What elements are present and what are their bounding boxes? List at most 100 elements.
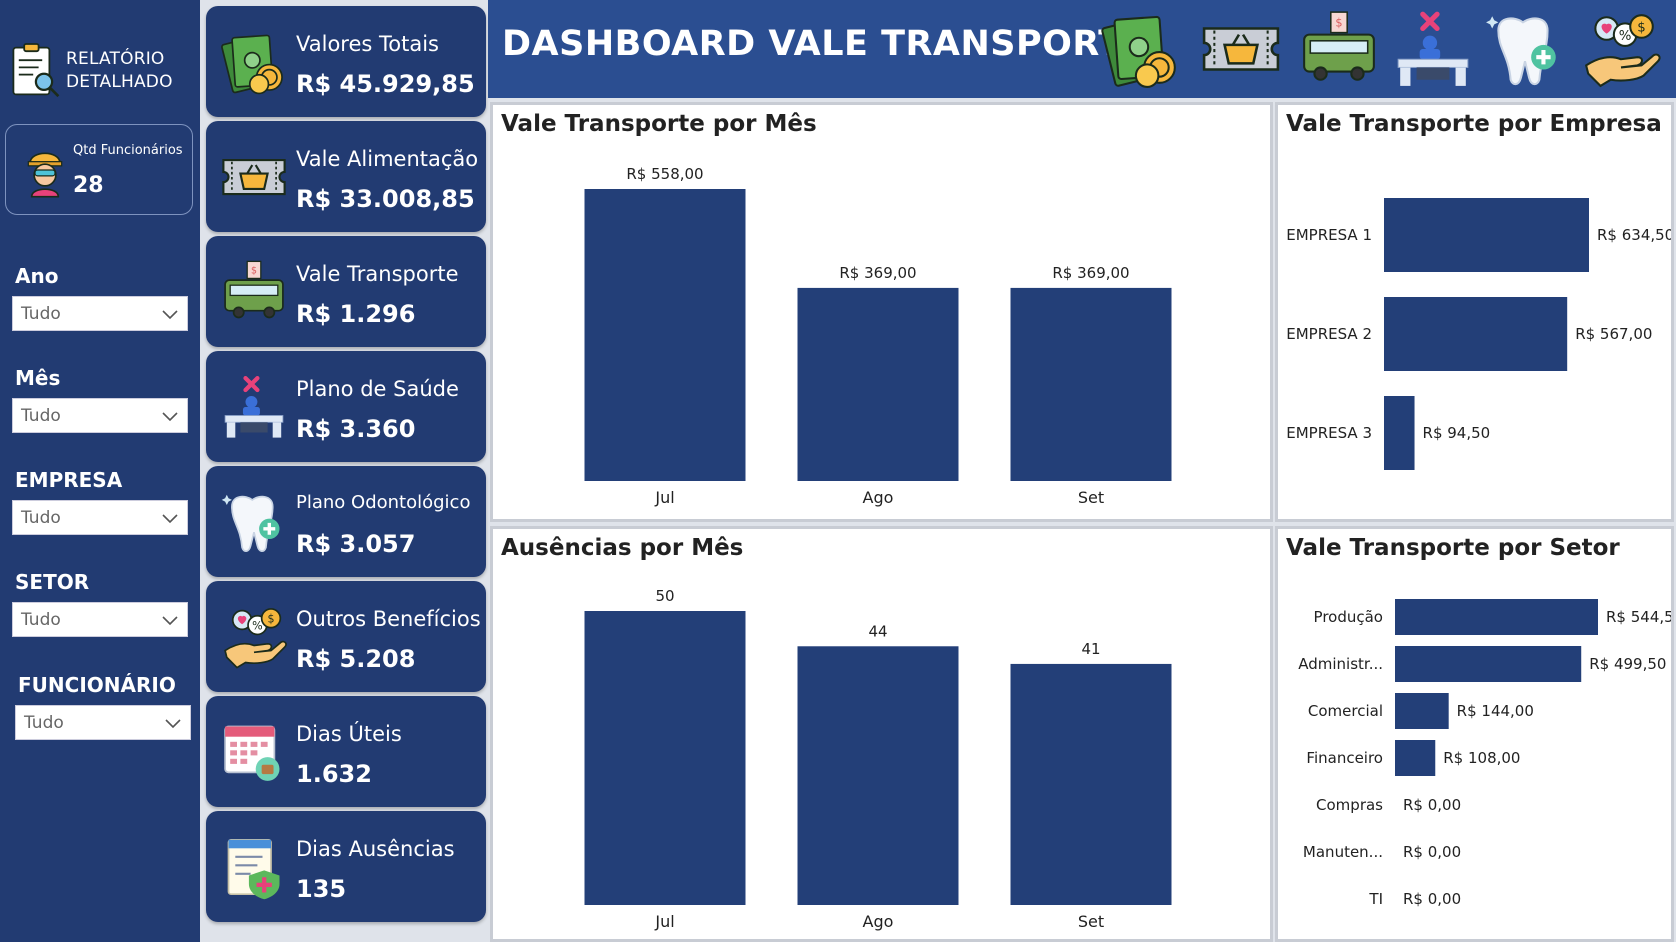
- report-label-line1: RELATÓRIO: [66, 49, 165, 69]
- money-icon: [220, 28, 288, 96]
- worker-icon: [20, 142, 70, 198]
- x-tick-label: Jul: [654, 488, 674, 507]
- bus-icon: [220, 258, 288, 326]
- y-tick-label: Comercial: [1308, 702, 1383, 720]
- employee-count-label: Qtd Funcionários: [73, 143, 183, 158]
- employee-count-card: Qtd Funcionários 28: [5, 124, 193, 215]
- chart-vt-por-mes: Vale Transporte por Mês R$ 558,00 Jul R$ 3…: [490, 102, 1273, 522]
- y-tick-label: EMPRESA 1: [1286, 226, 1372, 244]
- x-tick-label: Ago: [863, 488, 894, 507]
- bar-jul[interactable]: [584, 189, 746, 481]
- y-tick-label: Financeiro: [1306, 749, 1383, 767]
- data-label: R$ 0,00: [1403, 843, 1461, 861]
- bar-ago[interactable]: [797, 287, 959, 481]
- food-ticket-icon: [220, 143, 288, 211]
- kpi-label: Plano de Saúde: [296, 377, 459, 401]
- kpi-card-outros-beneficios[interactable]: Outros Benefícios R$ 5.208: [206, 581, 486, 692]
- kpi-card-plano-saude[interactable]: Plano de Saúde R$ 3.360: [206, 351, 486, 462]
- data-label: 41: [1081, 640, 1100, 658]
- kpi-label: Valores Totais: [296, 32, 439, 56]
- bar-empresa-2[interactable]: [1384, 297, 1568, 371]
- kpi-label: Outros Benefícios: [296, 607, 481, 631]
- bar-comercial[interactable]: [1395, 693, 1449, 729]
- chevron-down-icon: [161, 512, 179, 524]
- filter-funcionario: FUNCIONÁRIO Tudo: [15, 673, 191, 740]
- health-desk-icon: [220, 373, 288, 441]
- tooth-icon[interactable]: [1484, 8, 1566, 90]
- report-magnifier-icon: [8, 41, 62, 101]
- kpi-value: R$ 5.208: [296, 645, 416, 673]
- kpi-card-plano-odontologico[interactable]: Plano Odontológico R$ 3.057: [206, 466, 486, 577]
- kpi-value: 135: [296, 875, 347, 903]
- absence-notepad-icon: [220, 833, 288, 901]
- x-tick-label: Set: [1078, 488, 1104, 507]
- kpi-card-dias-ausencias[interactable]: Dias Ausências 135: [206, 811, 486, 922]
- health-desk-icon[interactable]: [1392, 8, 1474, 90]
- kpi-label: Dias Úteis: [296, 722, 402, 746]
- report-detail-link[interactable]: RELATÓRIO DETALHADO: [8, 40, 193, 102]
- data-label: R$ 94,50: [1423, 424, 1491, 442]
- filter-empresa: EMPRESA Tudo: [12, 468, 188, 535]
- bus-icon[interactable]: [1298, 8, 1380, 90]
- data-label: R$ 499,50: [1589, 655, 1666, 673]
- bar-administr-[interactable]: [1395, 646, 1582, 682]
- filter-value: Tudo: [21, 609, 61, 630]
- kpi-value: R$ 3.360: [296, 415, 416, 443]
- kpi-value: 1.632: [296, 760, 372, 788]
- filter-ano: Ano Tudo: [12, 264, 188, 331]
- kpi-label: Plano Odontológico: [296, 492, 471, 513]
- chart-vt-por-setor: Vale Transporte por Setor Produção R$ 544…: [1275, 526, 1674, 942]
- chevron-down-icon: [161, 308, 179, 320]
- data-label: R$ 108,00: [1443, 749, 1520, 767]
- chart-title: Vale Transporte por Mês: [501, 111, 817, 137]
- bar-set[interactable]: [1010, 287, 1172, 481]
- y-tick-label: EMPRESA 3: [1286, 424, 1372, 442]
- kpi-label: Vale Transporte: [296, 262, 459, 286]
- bar-financeiro[interactable]: [1395, 740, 1436, 776]
- bar-produ-o[interactable]: [1395, 599, 1598, 635]
- food-ticket-icon[interactable]: [1200, 8, 1282, 90]
- chevron-down-icon: [164, 717, 182, 729]
- data-label: R$ 369,00: [1052, 264, 1129, 282]
- filter-funcionario-select[interactable]: Tudo: [15, 705, 191, 740]
- data-label: R$ 0,00: [1403, 890, 1461, 908]
- chevron-down-icon: [161, 614, 179, 626]
- dashboard-header: DASHBOARD VALE TRANSPORTE: [488, 0, 1676, 98]
- money-icon[interactable]: [1100, 8, 1182, 90]
- sidebar: RELATÓRIO DETALHADO Qtd Funcionários 28 …: [0, 0, 200, 942]
- bar-empresa-3[interactable]: [1384, 396, 1415, 470]
- filter-label: Mês: [15, 366, 61, 390]
- calendar-icon: [220, 718, 288, 786]
- kpi-label: Vale Alimentação: [296, 147, 479, 171]
- filter-empresa-select[interactable]: Tudo: [12, 500, 188, 535]
- filter-ano-select[interactable]: Tudo: [12, 296, 188, 331]
- filter-mes-select[interactable]: Tudo: [12, 398, 188, 433]
- kpi-card-vale-transporte[interactable]: Vale Transporte R$ 1.296: [206, 236, 486, 347]
- data-label: R$ 369,00: [839, 264, 916, 282]
- filter-value: Tudo: [21, 303, 61, 324]
- bar-set[interactable]: [1010, 663, 1172, 905]
- filter-setor: SETOR Tudo: [12, 570, 188, 637]
- bar-jul[interactable]: [584, 611, 746, 905]
- y-tick-label: Compras: [1316, 796, 1383, 814]
- kpi-card-dias-uteis[interactable]: Dias Úteis 1.632: [206, 696, 486, 807]
- chart-ausencias-por-mes: Ausências por Mês 50 Jul 44 Ago 41 Set: [490, 526, 1273, 942]
- kpi-value: R$ 33.008,85: [296, 185, 475, 213]
- y-tick-label: Produção: [1314, 608, 1383, 626]
- filter-value: Tudo: [21, 507, 61, 528]
- report-detail-label: RELATÓRIO DETALHADO: [66, 48, 173, 94]
- bar-empresa-1[interactable]: [1384, 198, 1589, 272]
- data-label: R$ 0,00: [1403, 796, 1461, 814]
- filter-setor-select[interactable]: Tudo: [12, 602, 188, 637]
- filter-label: EMPRESA: [15, 468, 123, 492]
- kpi-card-valores-totais[interactable]: Valores Totais R$ 45.929,85: [206, 6, 486, 117]
- chart-title: Vale Transporte por Setor: [1286, 535, 1620, 561]
- kpi-card-vale-alimentacao[interactable]: Vale Alimentação R$ 33.008,85: [206, 121, 486, 232]
- benefits-hand-icon[interactable]: [1580, 8, 1662, 90]
- filter-value: Tudo: [21, 405, 61, 426]
- bar-ago[interactable]: [797, 646, 959, 905]
- chart-vt-por-empresa-plot: EMPRESA 1 R$ 634,50 EMPRESA 2 R$ 567,00 EMPR…: [1286, 198, 1671, 470]
- page-title: DASHBOARD VALE TRANSPORTE: [502, 24, 1148, 64]
- chart-title: Ausências por Mês: [501, 535, 744, 561]
- x-tick-label: Jul: [654, 912, 674, 931]
